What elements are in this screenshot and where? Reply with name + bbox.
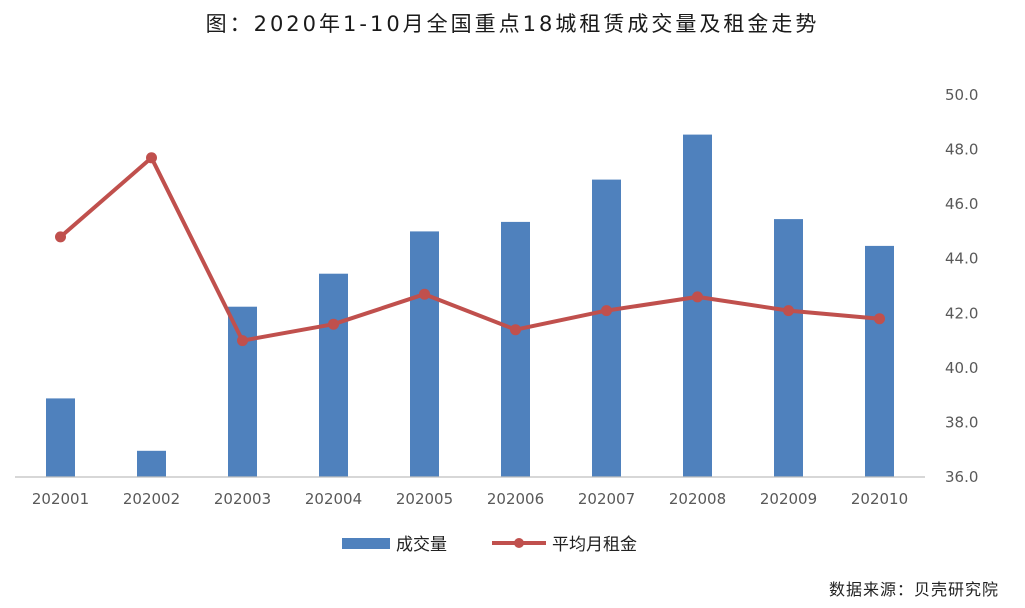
legend-line-marker — [514, 538, 524, 548]
rent-point-202005 — [419, 288, 430, 300]
x-axis-ticks: 202001 202002 202003 202004 202005 202006 2020… — [32, 490, 908, 508]
y-tick-label: 50.0 — [945, 86, 978, 104]
y-tick-label: 36.0 — [945, 468, 978, 486]
bar-202009 — [774, 219, 803, 477]
y-tick-label: 46.0 — [945, 195, 978, 213]
x-tick-label: 202007 — [578, 490, 635, 508]
rent-point-202006 — [510, 324, 521, 336]
x-tick-label: 202006 — [487, 490, 544, 508]
chart-title: 图：2020年1-10月全国重点18城租赁成交量及租金走势 — [205, 12, 820, 36]
y-tick-label: 42.0 — [945, 304, 978, 322]
bar-series — [46, 134, 894, 477]
y-tick-label: 48.0 — [945, 141, 978, 159]
x-tick-label: 202005 — [396, 490, 453, 508]
y-tick-label: 40.0 — [945, 359, 978, 377]
x-tick-label: 202003 — [214, 490, 271, 508]
rent-point-202001 — [55, 231, 66, 243]
bar-202006 — [501, 221, 530, 477]
rent-point-202004 — [328, 318, 339, 330]
bar-202010 — [865, 245, 894, 477]
x-tick-label: 202010 — [851, 490, 908, 508]
x-tick-label: 202002 — [123, 490, 180, 508]
source-note: 数据来源：贝壳研究院 — [828, 580, 999, 599]
x-tick-label: 202008 — [669, 490, 726, 508]
x-tick-label: 202004 — [305, 490, 362, 508]
x-tick-label: 202001 — [32, 490, 89, 508]
legend-label-rent: 平均月租金 — [552, 535, 637, 555]
bar-202001 — [46, 398, 75, 477]
legend: 成交量 平均月租金 — [342, 535, 637, 555]
legend-bar-swatch — [342, 538, 390, 549]
x-tick-label: 202009 — [760, 490, 817, 508]
right-axis-ticks: 36.0 38.0 40.0 42.0 44.0 46.0 48.0 50.0 — [945, 86, 978, 486]
bar-202002 — [137, 450, 166, 477]
y-tick-label: 44.0 — [945, 250, 978, 268]
bar-202004 — [319, 273, 348, 477]
rent-point-202009 — [783, 305, 794, 317]
bar-202008 — [683, 134, 712, 477]
rent-point-202008 — [692, 291, 703, 303]
rent-point-202010 — [874, 313, 885, 325]
bar-202003 — [228, 306, 257, 477]
rent-point-202002 — [146, 152, 157, 164]
legend-label-volume: 成交量 — [396, 535, 447, 555]
bar-202005 — [410, 231, 439, 477]
rent-point-202003 — [237, 335, 248, 347]
line-series — [55, 152, 885, 347]
rent-line — [59, 155, 880, 343]
bar-202007 — [592, 179, 621, 477]
rent-point-202007 — [601, 305, 612, 317]
y-tick-label: 38.0 — [945, 413, 978, 431]
